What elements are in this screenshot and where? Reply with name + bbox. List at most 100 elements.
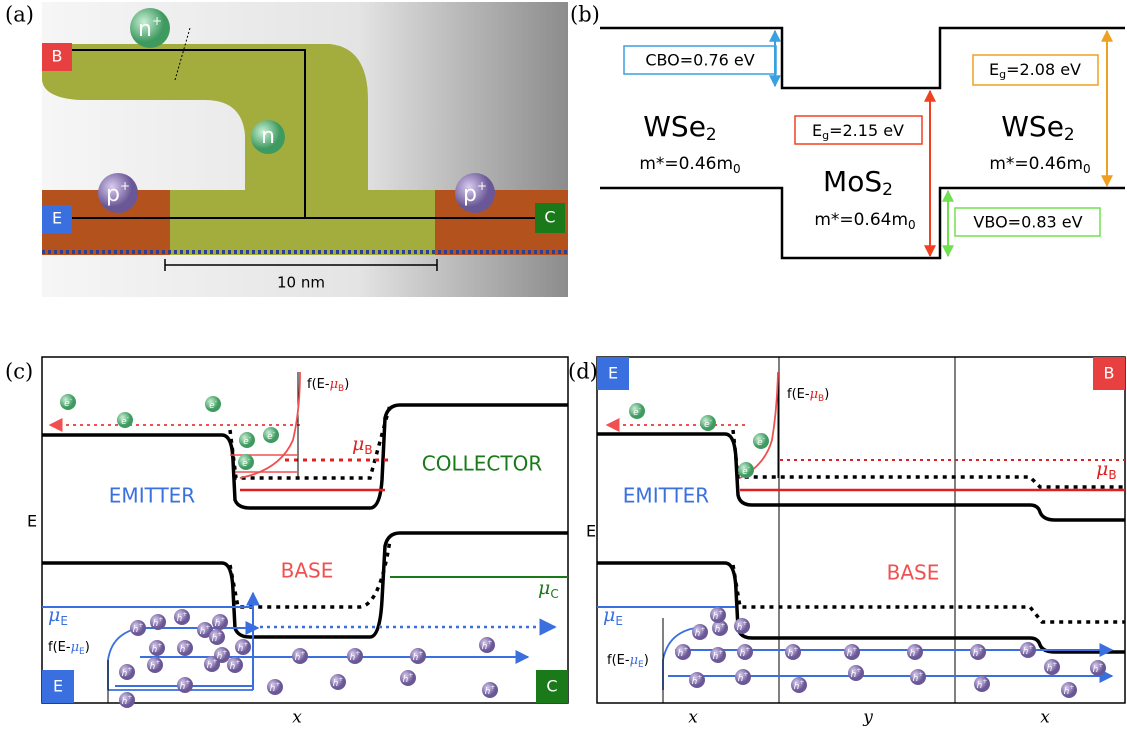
particle-charge: + [217, 631, 222, 638]
particle-label: h+ [738, 671, 749, 684]
particle-symbol: h [1023, 647, 1029, 657]
particle-charge: - [273, 429, 275, 436]
region-label: p+ [106, 179, 130, 208]
hole: h+ [130, 620, 146, 636]
particle-label: h+ [180, 642, 191, 655]
particle-symbol: e [64, 399, 70, 409]
particle-symbol: h [413, 653, 419, 663]
hole: h+ [791, 677, 807, 693]
terminal-box [42, 670, 74, 703]
particle-ball [400, 670, 416, 686]
fermi-label: μB [352, 433, 373, 457]
fermi-label: μB [1096, 458, 1117, 482]
particle-ball [907, 644, 923, 660]
particle-symbol: h [1047, 664, 1053, 674]
distribution-label: f(E-μE) [607, 653, 649, 670]
particle-symbol: h [485, 687, 491, 697]
electron: e- [238, 454, 254, 470]
particle-charge: + [856, 667, 861, 674]
particle-symbol: h [403, 675, 409, 685]
material-name: WSe2 [1001, 110, 1075, 145]
particle-symbol: e [757, 438, 763, 448]
particle-symbol: h [295, 653, 301, 663]
particle-symbol: h [695, 629, 701, 639]
particle-label: h+ [910, 646, 921, 659]
particle-symbol: e [121, 417, 127, 427]
particle-ball [710, 647, 726, 663]
hole: h+ [675, 644, 691, 660]
particle-symbol: h [180, 645, 186, 655]
particle-label: h+ [695, 626, 706, 639]
particle-label: h+ [152, 642, 163, 655]
particle-ball [738, 462, 754, 478]
terminal-label: E [52, 209, 62, 228]
particle-symbol: h [678, 649, 684, 659]
particle-label: h+ [238, 641, 249, 654]
particle-ball [205, 396, 221, 412]
axis-label: x [1040, 708, 1050, 728]
particle-label: h+ [740, 646, 751, 659]
particle-charge: + [185, 642, 190, 649]
particle-charge: - [710, 417, 712, 424]
terminal-box [536, 670, 568, 703]
particle-ball [700, 415, 716, 431]
contact-lines [72, 49, 535, 219]
particle-symbol: h [350, 653, 356, 663]
axis-label: E [586, 522, 596, 541]
particle-ball [117, 412, 133, 428]
particle-symbol: h [737, 623, 743, 633]
region-label: BASE [281, 559, 334, 583]
particle-ball [212, 614, 228, 630]
particle-label: h+ [692, 674, 703, 687]
particle-charge: - [748, 464, 750, 471]
particle-ball [710, 607, 726, 623]
particle-label: h+ [713, 609, 724, 622]
electron: e- [60, 394, 76, 410]
particle-ball [239, 432, 255, 448]
hole: h+ [735, 669, 751, 685]
particle-symbol: h [230, 662, 236, 672]
particle-charge: + [1098, 662, 1103, 669]
fermi-label: μC [538, 577, 559, 601]
particle-charge: + [697, 674, 702, 681]
hole: h+ [1020, 642, 1036, 658]
particle-ball [119, 664, 135, 680]
particle-label: h+ [212, 631, 223, 644]
terminal-box [1093, 357, 1125, 390]
electron-arrow [230, 454, 298, 473]
particle-symbol: h [847, 649, 853, 659]
particle-charge: + [918, 671, 923, 678]
particle-symbol: h [122, 697, 128, 707]
particle-symbol: h [133, 625, 139, 635]
region-label: BASE [887, 561, 940, 585]
material-name: WSe2 [643, 110, 717, 145]
particle-symbol: h [713, 612, 719, 622]
axis-label: E [27, 512, 37, 531]
particle-ball [209, 629, 225, 645]
particle-label: e- [242, 456, 250, 469]
hole: h+ [209, 629, 225, 645]
particle-symbol: h [270, 684, 276, 694]
terminal-label: E [53, 677, 63, 696]
particle-ball [753, 433, 769, 449]
hole: h+ [235, 639, 251, 655]
particle-charge: + [718, 609, 723, 616]
hole: h+ [267, 679, 283, 695]
particle-charge: + [155, 659, 160, 666]
biased-band [731, 429, 1125, 624]
particle-charge: + [138, 622, 143, 629]
particle-symbol: h [217, 652, 223, 662]
hole: h+ [785, 644, 801, 660]
hole: h+ [410, 648, 426, 664]
terminal-box [42, 43, 72, 71]
hole: h+ [848, 665, 864, 681]
hole: h+ [712, 620, 728, 636]
hole: h+ [907, 644, 923, 660]
terminal-box [535, 203, 565, 233]
particle-charge: + [487, 639, 492, 646]
particle-ball [1020, 642, 1036, 658]
dopant-ball [130, 8, 170, 48]
hole: h+ [147, 657, 163, 673]
dopant-ball [251, 120, 285, 154]
hole: h+ [119, 692, 135, 708]
